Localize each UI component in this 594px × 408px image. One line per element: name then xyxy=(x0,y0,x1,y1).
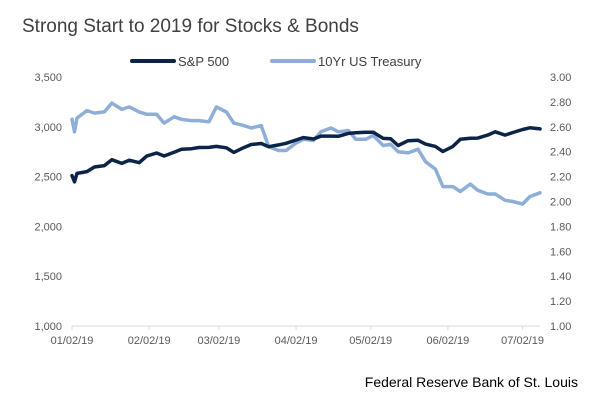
y-right-tick-label: 1.00 xyxy=(550,321,571,333)
x-tick-label: 01/02/19 xyxy=(51,335,94,347)
y-right-tick-label: 2.60 xyxy=(550,122,571,134)
y-right-tick-label: 1.80 xyxy=(550,221,571,233)
legend-label: S&P 500 xyxy=(178,54,229,69)
y-left-tick-label: 3,500 xyxy=(34,72,62,84)
y-right-tick-label: 1.20 xyxy=(550,296,571,308)
y-right-tick-label: 2.00 xyxy=(550,197,571,209)
x-tick-label: 05/02/19 xyxy=(349,335,392,347)
source-caption: Federal Reserve Bank of St. Louis xyxy=(364,374,578,390)
y-right-tick-label: 2.40 xyxy=(550,147,571,159)
treasury-series-line xyxy=(70,101,542,206)
axes: 01/02/19 02/02/19 03/02/19 04/02/19 05/02/19… xyxy=(34,72,571,347)
y-right-tick-label: 2.20 xyxy=(550,172,571,184)
y-left-tick-label: 1,500 xyxy=(34,271,62,283)
x-tick-label: 02/02/19 xyxy=(128,335,171,347)
y-left-tick-label: 2,000 xyxy=(34,221,62,233)
x-tick-label: 06/02/19 xyxy=(426,335,469,347)
y-right-tick-label: 1.60 xyxy=(550,246,571,258)
y-left-tick-label: 1,000 xyxy=(34,321,62,333)
legend-label: 10Yr US Treasury xyxy=(318,54,422,69)
y-right-tick-label: 3.00 xyxy=(550,72,571,84)
x-tick-label: 07/02/19 xyxy=(501,335,544,347)
legend: S&P 500 10Yr US Treasury xyxy=(130,54,422,69)
x-tick-label: 04/02/19 xyxy=(275,335,318,347)
y-left-tick-label: 3,000 xyxy=(34,122,62,134)
y-left-tick-label: 2,500 xyxy=(34,172,62,184)
y-right-tick-label: 1.40 xyxy=(550,271,571,283)
sp500-series-line xyxy=(70,126,542,184)
y-right-tick-label: 2.80 xyxy=(550,97,571,109)
chart-title: Strong Start to 2019 for Stocks & Bonds xyxy=(22,16,359,37)
series-layer xyxy=(70,101,542,206)
x-tick-label: 03/02/19 xyxy=(197,335,240,347)
